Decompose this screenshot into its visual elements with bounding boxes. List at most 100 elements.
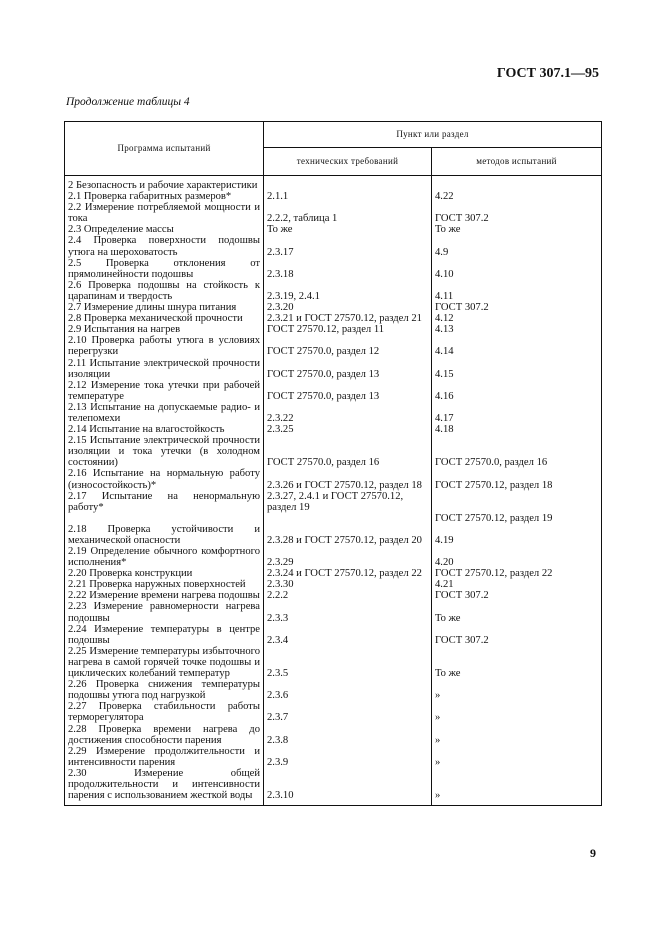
test-methods-cell: 4.19 (430, 523, 603, 546)
column-header-clause-group: Пункт или раздел (262, 121, 603, 148)
table-row: 2.29 Измерение продолжительности и интен… (64, 745, 603, 768)
technical-requirements-cell: ГОСТ 27570.0, раздел 13 (263, 379, 432, 402)
test-methods-cell: 4.16 (430, 379, 603, 402)
program-cell: 2.27 Проверка стабильности работы термор… (64, 701, 264, 724)
technical-requirements-cell: 2.3.21 и ГОСТ 27570.12, раздел 21 (263, 313, 432, 325)
table-row: 2.22 Измерение времени нагрева подошвы 2.… (64, 590, 603, 602)
table-row: 2.5 Проверка отклонения от прямолинейнос… (64, 257, 603, 280)
technical-requirements-cell: ГОСТ 27570.0, раздел 16 (263, 435, 432, 469)
program-cell: 2.7 Измерение длины шнура питания (64, 302, 264, 314)
table-row: 2.18 Проверка устойчивости и механическо… (64, 523, 603, 546)
table-row: 2.25 Измерение температуры избыточного н… (64, 645, 603, 680)
test-methods-cell: » (430, 723, 603, 746)
technical-requirements-cell: ГОСТ 27570.0, раздел 13 (263, 357, 432, 380)
test-methods-cell: 4.17 (430, 401, 603, 425)
test-methods-cell: ГОСТ 27570.12, раздел 19 (430, 490, 603, 524)
program-cell: 2.18 Проверка устойчивости и механическо… (64, 523, 264, 546)
test-methods-cell: ГОСТ 307.2 (430, 302, 603, 314)
column-header-technical-requirements: технических требований (263, 147, 432, 176)
test-methods-cell: То же (430, 601, 603, 624)
program-cell: 2.24 Измерение температуры в центре подо… (64, 623, 264, 646)
test-methods-cell: То же (430, 224, 603, 236)
program-cell: 2.23 Измерение равномерности нагрева под… (64, 601, 264, 624)
test-methods-cell: » (430, 679, 603, 702)
table-row: 2.16 Испытание на нормальную работу (изн… (64, 468, 603, 491)
test-methods-cell: ГОСТ 307.2 (430, 590, 603, 602)
program-cell: 2 Безопасность и рабочие характеристики (64, 175, 264, 192)
table-row: 2.1 Проверка габаритных размеров* 2.1.1 4.… (64, 191, 603, 203)
test-methods-cell (430, 175, 603, 192)
technical-requirements-cell: 2.3.25 (263, 424, 432, 436)
program-cell: 2.19 Определение обычного комфортного ис… (64, 546, 264, 569)
table-row: 2.8 Проверка механической прочности 2.3.2… (64, 313, 603, 325)
program-cell: 2.29 Измерение продолжительности и интен… (64, 745, 264, 768)
test-methods-cell: 4.15 (430, 357, 603, 380)
table-row: 2.26 Проверка снижения температуры подош… (64, 679, 603, 702)
test-methods-cell: 4.21 (430, 579, 603, 591)
test-methods-cell: 4.18 (430, 424, 603, 436)
table-row: 2.24 Измерение температуры в центре подо… (64, 623, 603, 646)
table-row: 2.7 Измерение длины шнура питания 2.3.20 Г… (64, 302, 603, 314)
technical-requirements-cell: 2.3.29 (263, 546, 432, 569)
table-row: 2.2 Измерение потребляемой мощности и то… (64, 202, 603, 225)
program-cell: 2.3 Определение массы (64, 224, 264, 236)
technical-requirements-cell: 2.3.5 (263, 645, 432, 680)
program-cell: 2.20 Проверка конструкции (64, 568, 264, 580)
technical-requirements-cell: 2.3.10 (263, 767, 432, 807)
document-designation: ГОСТ 307.1—95 (496, 66, 599, 81)
program-cell: 2.15 Испытание электрической прочности и… (64, 435, 264, 469)
table-row: 2.20 Проверка конструкции 2.3.24 и ГОСТ 2… (64, 568, 603, 580)
program-cell: 2.9 Испытания на нагрев (64, 324, 264, 336)
test-methods-cell: ГОСТ 27570.12, раздел 22 (430, 568, 603, 580)
program-cell: 2.5 Проверка отклонения от прямолинейнос… (64, 257, 264, 280)
technical-requirements-cell: 2.3.18 (263, 257, 432, 280)
table-row: 2.19 Определение обычного комфортного ис… (64, 546, 603, 569)
technical-requirements-cell: 2.3.7 (263, 701, 432, 724)
technical-requirements-cell: 2.3.30 (263, 579, 432, 591)
table-row: 2.27 Проверка стабильности работы термор… (64, 701, 603, 724)
test-methods-cell: » (430, 767, 603, 807)
technical-requirements-cell (263, 175, 432, 192)
program-cell: 2.30 Измерение общей продолжительности и… (64, 767, 264, 807)
technical-requirements-cell: ГОСТ 27570.12, раздел 11 (263, 324, 432, 336)
table-row: 2.15 Испытание электрической прочности и… (64, 435, 603, 469)
column-header-test-methods: методов испытаний (430, 147, 603, 176)
table-row: 2.28 Проверка времени нагрева до достиже… (64, 723, 603, 746)
test-methods-cell: ГОСТ 307.2 (430, 202, 603, 225)
table-body: 2 Безопасность и рабочие характеристики 2… (64, 175, 603, 807)
column-header-program: Программа испытаний (64, 121, 264, 176)
table-row: 2 Безопасность и рабочие характеристики (64, 175, 603, 192)
technical-requirements-cell: 2.1.1 (263, 191, 432, 203)
test-methods-cell: ГОСТ 307.2 (430, 623, 603, 646)
table-row: 2.23 Измерение равномерности нагрева под… (64, 601, 603, 624)
technical-requirements-cell: 2.3.19, 2.4.1 (263, 279, 432, 303)
test-methods-cell: 4.11 (430, 279, 603, 303)
technical-requirements-cell: 2.3.6 (263, 679, 432, 702)
test-methods-cell: 4.14 (430, 335, 603, 358)
table-row: 2.30 Измерение общей продолжительности и… (64, 767, 603, 807)
technical-requirements-cell: 2.3.28 и ГОСТ 27570.12, раздел 20 (263, 523, 432, 546)
program-cell: 2.12 Измерение тока утечки при рабочей т… (64, 379, 264, 402)
technical-requirements-cell: То же (263, 224, 432, 236)
technical-requirements-cell: 2.3.20 (263, 302, 432, 314)
test-methods-cell: 4.20 (430, 546, 603, 569)
technical-requirements-cell: 2.3.17 (263, 235, 432, 258)
program-cell: 2.1 Проверка габаритных размеров* (64, 191, 264, 203)
program-cell: 2.21 Проверка наружных поверхностей (64, 579, 264, 591)
table-row: 2.6 Проверка подошвы на стойкость к цара… (64, 279, 603, 303)
program-cell: 2.11 Испытание электрической прочности и… (64, 357, 264, 380)
table-row: 2.12 Измерение тока утечки при рабочей т… (64, 379, 603, 402)
test-methods-cell: 4.13 (430, 324, 603, 336)
table-row: 2.10 Проверка работы утюга в условиях пе… (64, 335, 603, 358)
technical-requirements-cell: 2.3.22 (263, 401, 432, 425)
technical-requirements-cell: 2.3.9 (263, 745, 432, 768)
table-row: 2.9 Испытания на нагрев ГОСТ 27570.12, ра… (64, 324, 603, 336)
test-methods-cell: 4.22 (430, 191, 603, 203)
test-methods-cell: 4.12 (430, 313, 603, 325)
program-cell: 2.13 Испытание на допускаемые радио- и т… (64, 401, 264, 425)
technical-requirements-cell: 2.3.26 и ГОСТ 27570.12, раздел 18 (263, 468, 432, 491)
program-cell: 2.28 Проверка времени нагрева до достиже… (64, 723, 264, 746)
technical-requirements-cell: 2.2.2 (263, 590, 432, 602)
program-cell: 2.25 Измерение температуры избыточного н… (64, 645, 264, 680)
table-row: 2.3 Определение массы То же То же (64, 224, 603, 236)
